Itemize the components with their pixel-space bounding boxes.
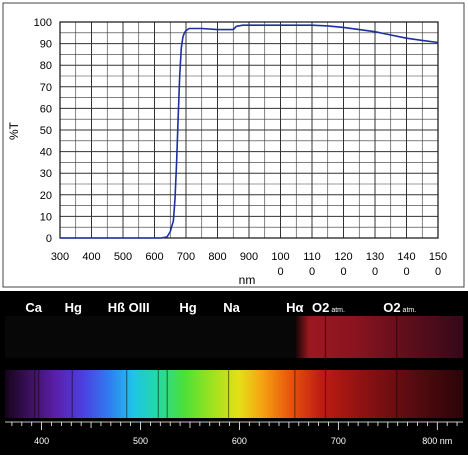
x-tick-label: 600 — [145, 251, 163, 263]
chart-canvas: 0 10 20 30 40 50 60 70 80 90 100 300 400 500 600 700 800… — [2, 2, 465, 288]
emission-labels: Ca Hg Hß OIII Hg Na Hα O2 atm. O2 atm. — [25, 300, 416, 315]
x-tick-label: 100 0 — [271, 251, 289, 278]
y-tick-label: 90 — [40, 39, 52, 51]
absorption-lines — [34, 316, 398, 418]
y-tick-label: 20 — [40, 190, 52, 202]
grid — [59, 21, 439, 239]
x-axis-label: nm — [239, 273, 256, 287]
y-tick-label: 50 — [40, 125, 52, 137]
scale-label: 700 — [331, 436, 346, 446]
spectrum-canvas: Ca Hg Hß OIII Hg Na Hα O2 atm. O2 atm. 400 500 600 7… — [0, 291, 468, 455]
y-tick-label: 30 — [40, 168, 52, 180]
full-spectrum-strip — [5, 370, 463, 418]
y-tick-label: 80 — [40, 60, 52, 72]
scale-label: 600 — [232, 436, 247, 446]
y-tick-label: 70 — [40, 82, 52, 94]
emission-label: Hg — [65, 300, 82, 315]
emission-label: Na — [223, 300, 240, 315]
scale-label: 800 nm — [422, 436, 452, 446]
x-tick-label: 300 — [51, 251, 69, 263]
axes: 0 10 20 30 40 50 60 70 80 90 100 300 400 500 600 700 800… — [34, 17, 448, 278]
x-tick-label: 400 — [82, 251, 100, 263]
scale-label: 500 — [133, 436, 148, 446]
spectrum-panel: Ca Hg Hß OIII Hg Na Hα O2 atm. O2 atm. 400 500 600 7… — [0, 291, 468, 455]
x-tick-label: 150 0 — [429, 251, 447, 278]
y-tick-label: 10 — [40, 211, 52, 223]
filtered-red-band — [296, 316, 463, 358]
emission-label: Hß OIII — [108, 300, 150, 315]
scale-label: 400 — [34, 436, 49, 446]
x-tick-label: 110 0 — [303, 251, 321, 278]
transmission-chart: 0 10 20 30 40 50 60 70 80 90 100 300 400 500 600 700 800… — [2, 2, 465, 288]
x-tick-label: 130 0 — [366, 251, 384, 278]
emission-label: Hg — [179, 300, 196, 315]
plot-area-border — [59, 21, 439, 239]
y-tick-label: 60 — [40, 103, 52, 115]
y-tick-label: 100 — [34, 17, 52, 29]
y-tick-label: 0 — [46, 233, 52, 245]
y-axis-label: %T — [7, 121, 21, 140]
x-tick-label: 900 — [240, 251, 258, 263]
x-tick-label: 700 — [177, 251, 195, 263]
wavelength-scale: 400 500 600 700 800 nm — [5, 421, 463, 446]
transmission-line — [60, 24, 439, 239]
x-tick-label: 140 0 — [397, 251, 415, 278]
x-tick-label: 800 — [208, 251, 226, 263]
emission-label: Hα — [286, 300, 303, 315]
data-line-layer — [60, 24, 439, 239]
y-tick-label: 40 — [40, 147, 52, 159]
x-tick-label: 120 0 — [334, 251, 352, 278]
emission-label: Ca — [25, 300, 42, 315]
x-tick-label: 500 — [114, 251, 132, 263]
